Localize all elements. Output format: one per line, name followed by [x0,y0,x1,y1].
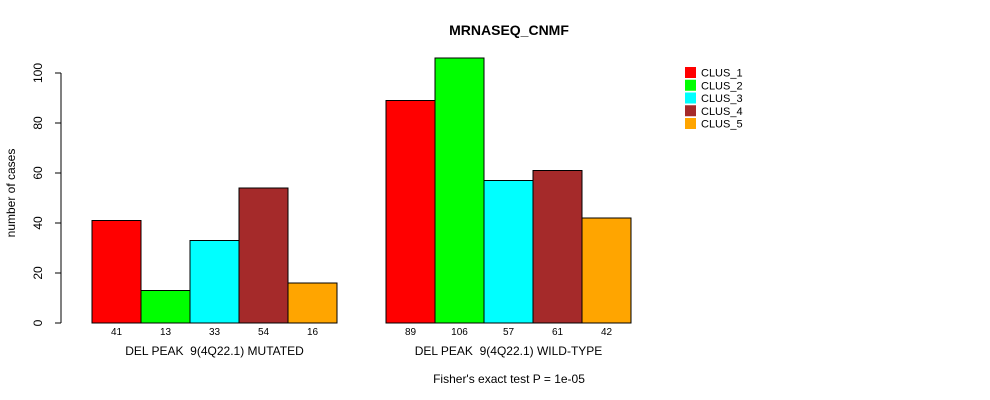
bar-clus-3 [483,180,534,324]
footnote: Fisher's exact test P = 1e-05 [433,372,585,386]
bar-value-label: 106 [451,327,468,338]
legend-swatch [685,79,696,91]
group-labels: DEL PEAK 9(4Q22.1) MUTATED DEL PEAK 9(4Q2… [125,344,602,358]
bar-value-label: 16 [307,327,319,338]
legend-swatch [685,67,696,78]
y-tick-label: 20 [31,266,45,280]
bars [91,57,632,324]
legend-label: CLUS_3 [701,93,743,105]
bar-value-label: 61 [552,327,564,338]
bar-value-label: 54 [258,327,270,338]
bar-clus-5 [581,217,632,324]
y-tick-label: 80 [31,116,45,130]
legend-label: CLUS_1 [701,68,743,80]
group-label: DEL PEAK 9(4Q22.1) MUTATED [125,344,304,358]
bar-clus-1 [385,100,436,324]
y-tick-label: 40 [31,216,45,230]
group-label: DEL PEAK 9(4Q22.1) WILD-TYPE [415,344,603,358]
y-axis: 0 20 40 60 80 100 [31,63,62,326]
value-labels: 41 13 33 54 16 89 106 57 61 42 [111,327,613,338]
legend-swatch [685,92,696,104]
legend-label: CLUS_5 [701,119,743,131]
bar-clus-2 [140,290,191,324]
bar-clus-4 [532,170,583,324]
bar-value-label: 89 [405,327,417,338]
y-tick-label: 100 [31,63,45,83]
y-tick-label: 60 [31,166,45,180]
legend-label: CLUS_4 [701,106,743,118]
bar-value-label: 41 [111,327,123,338]
legend-swatch [685,105,696,117]
bar-clus-4 [238,187,289,324]
bar-value-label: 57 [503,327,515,338]
bar-clus-1 [91,220,142,324]
chart-title: MRNASEQ_CNMF [449,22,569,38]
bar-value-label: 42 [601,327,613,338]
bar-clus-5 [287,282,338,324]
bar-value-label: 13 [160,327,172,338]
legend-swatch [685,118,696,129]
y-axis-label: number of cases [4,149,18,238]
bar-clus-3 [189,240,240,324]
bar-clus-2 [434,57,485,324]
y-tick-label: 0 [31,319,45,326]
legend-label: CLUS_2 [701,80,743,92]
bar-value-label: 33 [209,327,221,338]
